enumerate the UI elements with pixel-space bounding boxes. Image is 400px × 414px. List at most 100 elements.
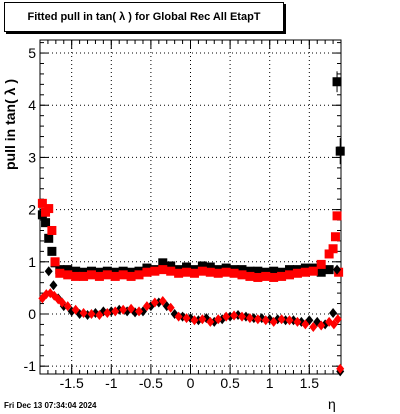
data-point-square-1: [292, 268, 302, 278]
data-point-square-1: [79, 271, 89, 281]
data-point-diamond-3: [174, 311, 183, 322]
data-point-square-1: [229, 268, 239, 278]
y-tick-label: 5: [28, 45, 36, 61]
data-point-square-0: [324, 265, 334, 275]
y-tick-label: 3: [28, 149, 36, 165]
data-point-diamond-3: [182, 313, 191, 324]
data-point-square-0: [197, 261, 207, 271]
data-point-square-0: [237, 265, 247, 275]
data-point-diamond-3: [150, 297, 159, 308]
data-point-diamond-3: [309, 322, 318, 333]
data-point-diamond-3: [63, 301, 72, 312]
data-point-square-0: [166, 261, 176, 271]
data-point-square-1: [134, 270, 144, 280]
data-point-diamond-3: [301, 319, 310, 330]
data-point-square-1: [118, 270, 128, 280]
data-point-square-1: [277, 271, 287, 281]
data-point-square-1: [316, 259, 326, 269]
data-point-square-1: [253, 272, 263, 282]
data-point-square-1: [86, 270, 96, 280]
data-point-diamond-2: [49, 280, 58, 291]
data-point-diamond-3: [103, 307, 112, 318]
data-markers: [37, 71, 345, 377]
y-tick-label: 0: [28, 306, 36, 322]
data-point-diamond-3: [333, 314, 342, 325]
data-point-diamond-3: [293, 316, 302, 327]
data-point-square-1: [126, 271, 136, 281]
data-point-diamond-3: [135, 306, 144, 317]
data-point-diamond-3: [119, 304, 128, 315]
data-point-square-1: [71, 271, 81, 281]
data-point-diamond-3: [245, 313, 254, 324]
timestamp: Fri Dec 13 07:34:04 2024: [4, 401, 97, 410]
data-point-diamond-3: [336, 363, 345, 374]
x-tick-label: 1: [266, 375, 274, 391]
data-point-square-1: [245, 271, 255, 281]
data-point-diamond-2: [44, 266, 53, 277]
y-tick-label: 1: [28, 254, 36, 270]
data-point-square-1: [102, 270, 112, 280]
data-point-diamond-3: [111, 306, 120, 317]
y-tick-label: -1: [24, 358, 37, 374]
data-point-square-0: [316, 267, 326, 277]
data-point-square-1: [94, 271, 104, 281]
data-point-diamond-3: [269, 316, 278, 327]
data-point-square-0: [41, 218, 51, 228]
data-point-diamond-2: [333, 264, 342, 275]
data-point-square-0: [158, 258, 168, 268]
x-tick-label: -0.5: [139, 375, 163, 391]
data-point-diamond-3: [237, 311, 246, 322]
data-point-square-1: [308, 266, 318, 276]
data-point-square-1: [261, 271, 271, 281]
data-point-square-1: [332, 211, 342, 221]
data-point-square-0: [285, 265, 295, 275]
data-point-square-0: [269, 266, 279, 276]
data-point-square-1: [44, 204, 54, 214]
data-point-square-1: [328, 244, 338, 254]
data-point-diamond-3: [261, 315, 270, 326]
data-point-diamond-3: [206, 316, 215, 327]
y-axis-label: pull in tan( λ ): [2, 79, 18, 170]
data-point-square-1: [213, 268, 223, 278]
data-point-square-1: [300, 267, 310, 277]
data-point-diamond-3: [214, 314, 223, 325]
data-point-square-0: [205, 262, 215, 272]
data-point-diamond-3: [79, 307, 88, 318]
data-point-square-1: [189, 268, 199, 278]
axis-ticks: -1 0 1 2 3 4 5 -1.5 -1 -0.5 0 0.5 1 1.5: [24, 40, 341, 391]
data-point-square-1: [285, 270, 295, 280]
x-tick-label: 1.5: [300, 375, 320, 391]
data-point-square-1: [63, 270, 73, 280]
data-point-square-1: [37, 198, 47, 208]
data-point-square-0: [47, 246, 57, 256]
data-point-square-1: [182, 267, 192, 277]
data-point-square-1: [166, 266, 176, 276]
data-point-diamond-3: [329, 319, 338, 330]
data-point-diamond-3: [222, 311, 231, 322]
data-point-diamond-3: [230, 310, 239, 321]
data-point-diamond-3: [285, 315, 294, 326]
data-point-diamond-3: [127, 303, 136, 314]
data-point-square-0: [63, 265, 73, 275]
data-point-diamond-3: [158, 295, 167, 306]
data-point-diamond-3: [95, 310, 104, 321]
data-point-diamond-3: [317, 320, 326, 331]
y-tick-label: 2: [28, 202, 36, 218]
data-point-square-1: [197, 266, 207, 276]
data-point-diamond-3: [87, 308, 96, 319]
data-point-diamond-3: [71, 304, 80, 315]
data-point-square-0: [245, 266, 255, 276]
data-point-diamond-3: [253, 314, 262, 325]
data-point-square-1: [237, 270, 247, 280]
x-tick-label: 0: [187, 375, 195, 391]
x-axis-label: η: [328, 396, 336, 412]
x-tick-label: 0.5: [220, 375, 240, 391]
data-point-diamond-3: [190, 315, 199, 326]
data-point-square-1: [205, 267, 215, 277]
data-point-square-1: [50, 257, 60, 267]
data-point-square-0: [71, 266, 81, 276]
x-tick-label: -1.5: [60, 375, 84, 391]
data-point-square-0: [182, 262, 192, 272]
data-point-square-1: [158, 265, 168, 275]
